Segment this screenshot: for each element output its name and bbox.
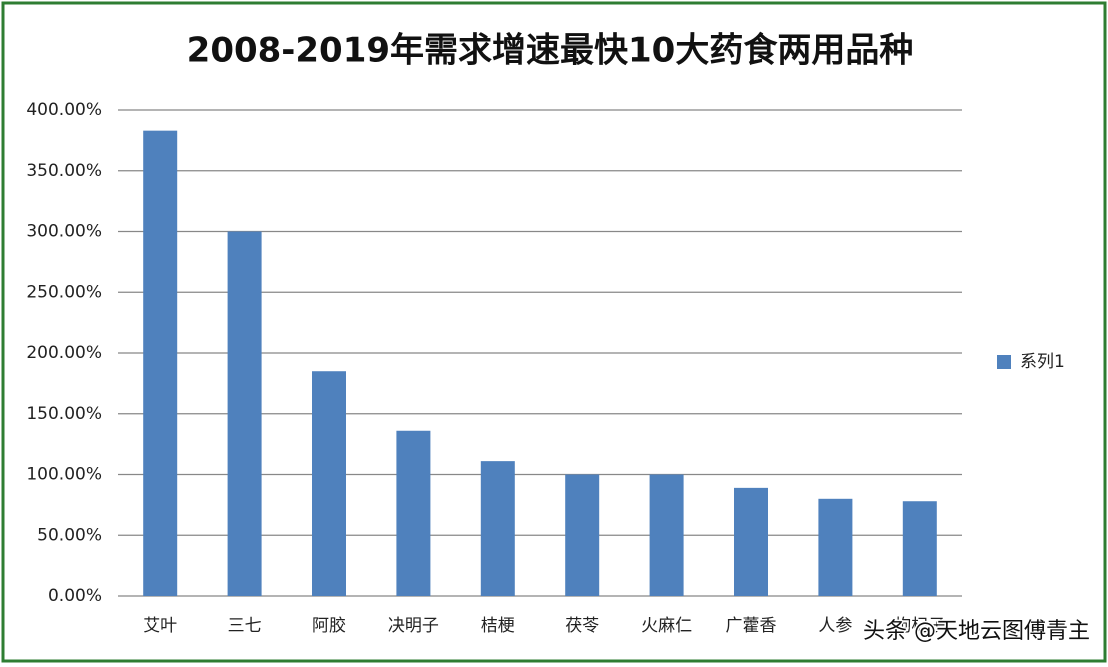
- bar: [396, 430, 431, 596]
- y-tick-label: 250.00%: [26, 282, 102, 302]
- bar: [565, 474, 600, 596]
- x-tick-label: 桔梗: [481, 616, 515, 636]
- x-tick-label: 茯苓: [565, 616, 599, 636]
- x-tick-label: 决明子: [388, 616, 439, 636]
- bar: [818, 498, 853, 596]
- x-tick-label: 阿胶: [312, 616, 346, 636]
- legend-label: 系列1: [1020, 352, 1065, 372]
- bar: [227, 231, 262, 596]
- legend-swatch: [997, 355, 1011, 369]
- x-tick-label: 枸杞子: [894, 616, 945, 636]
- watermark: 头条 @天地云图傅青主: [863, 619, 1090, 644]
- y-tick-label: 0.00%: [48, 586, 102, 606]
- bar: [649, 474, 684, 596]
- bar: [143, 130, 178, 596]
- y-tick-label: 200.00%: [26, 343, 102, 363]
- x-tick-label: 火麻仁: [641, 616, 692, 636]
- x-tick-label: 广藿香: [726, 616, 777, 636]
- y-tick-label: 300.00%: [26, 222, 102, 242]
- bar: [480, 461, 515, 596]
- y-tick-label: 100.00%: [26, 465, 102, 485]
- x-tick-label: 三七: [228, 616, 262, 636]
- y-tick-label: 150.00%: [26, 404, 102, 424]
- x-tick-label: 艾叶: [143, 616, 177, 636]
- bar: [312, 371, 346, 596]
- chart-title: 2008-2019年需求增速最快10大药食两用品种: [187, 31, 914, 71]
- y-tick-label: 350.00%: [26, 161, 102, 181]
- y-tick-label: 400.00%: [26, 100, 102, 120]
- x-tick-label: 人参: [818, 616, 852, 636]
- y-tick-label: 50.00%: [37, 525, 102, 545]
- bar: [902, 501, 937, 596]
- bar: [734, 487, 768, 596]
